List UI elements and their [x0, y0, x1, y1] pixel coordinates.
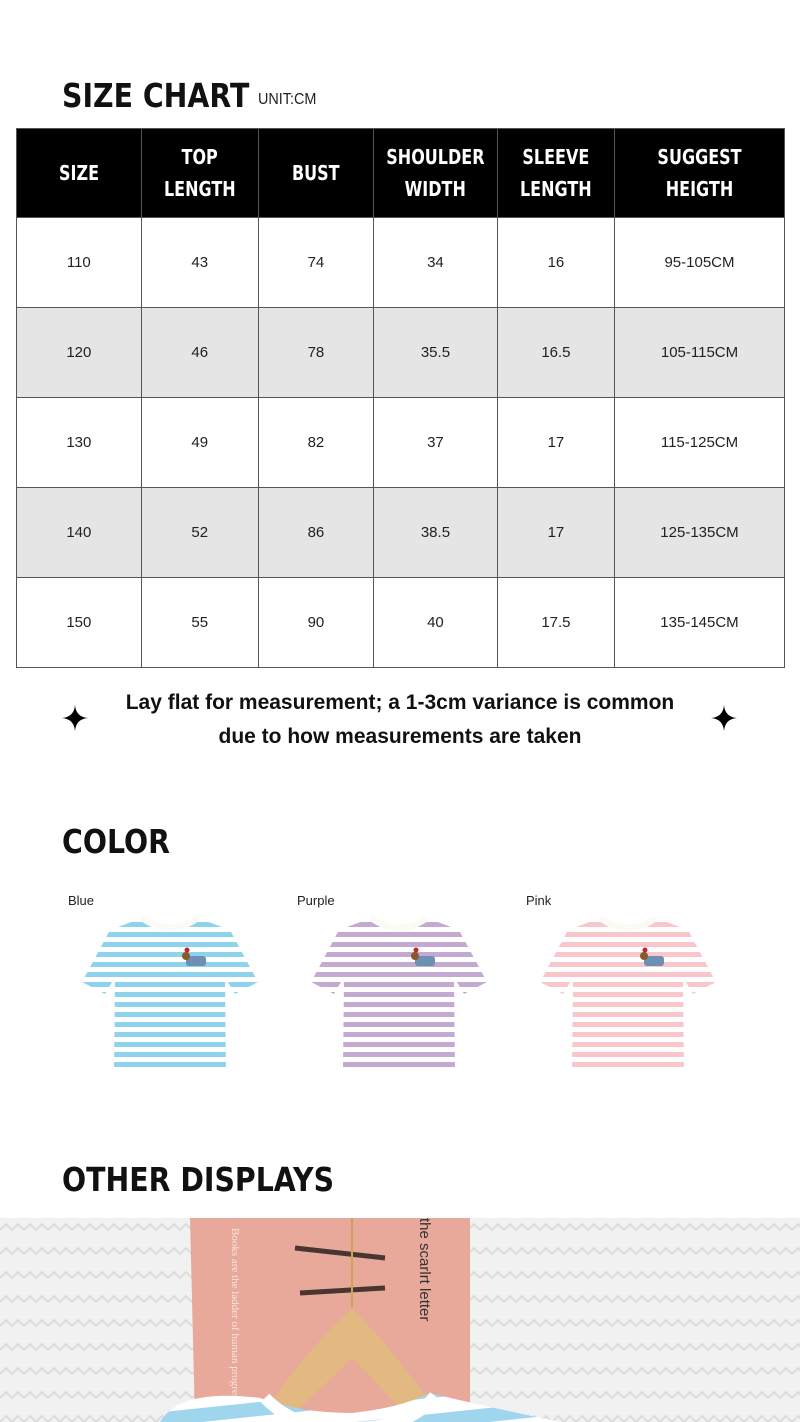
column-header: SUGGEST HEIGTH: [613, 128, 786, 218]
table-cell: 140: [16, 487, 142, 578]
size-table: SIZE TOP LENGTH BUST SHOULDER WIDTH SLEEVE LENG…: [16, 128, 786, 668]
size-chart-title: SIZE CHART: [62, 76, 250, 115]
color-label: Blue: [68, 893, 95, 908]
table-cell: 120: [16, 307, 142, 398]
table-cell: 16.5: [496, 307, 615, 398]
table-cell: 82: [257, 397, 375, 488]
header-text: LENGTH: [163, 177, 236, 201]
header-text: SHOULDER: [386, 145, 485, 169]
display-photo: Books are the ladder of human progress t…: [0, 1218, 800, 1422]
table-cell: 17.5: [496, 577, 615, 668]
header-text: SUGGEST HEIGTH: [657, 145, 742, 201]
table-cell: 17: [496, 397, 615, 488]
table-row: 140 52 86 38.5 17 125-135CM: [16, 487, 786, 578]
table-cell: 52: [140, 487, 259, 578]
color-swatch-shirt-purple[interactable]: [309, 912, 489, 1077]
table-cell: 43: [140, 217, 259, 308]
column-header: TOP LENGTH: [140, 128, 259, 218]
table-cell: 86: [257, 487, 375, 578]
table-cell: 17: [496, 487, 615, 578]
table-cell: 49: [140, 397, 259, 488]
table-cell: 105-115CM: [613, 307, 786, 398]
header-text: LENGTH: [520, 177, 592, 201]
other-displays-title: OTHER DISPLAYS: [62, 1160, 335, 1199]
header-text: BUST: [292, 161, 340, 185]
table-cell: 78: [257, 307, 375, 398]
column-header: BUST: [257, 128, 375, 218]
table-cell: 95-105CM: [613, 217, 786, 308]
note-line: Lay flat for measurement; a 1-3cm varian…: [125, 691, 675, 714]
table-cell: 115-125CM: [613, 397, 786, 488]
book-text: the scarlrt letter: [416, 1218, 433, 1321]
column-header: SHOULDER WIDTH: [373, 128, 498, 218]
header-text: WIDTH: [404, 177, 467, 201]
table-cell: 37: [373, 397, 498, 488]
book-text: Books are the ladder of human progress: [229, 1228, 241, 1403]
table-cell: 16: [496, 217, 615, 308]
table-cell: 55: [140, 577, 259, 668]
table-cell: 35.5: [373, 307, 498, 398]
table-cell: 40: [373, 577, 498, 668]
table-row: 110 43 74 34 16 95-105CM: [16, 217, 786, 308]
table-cell: 34: [373, 217, 498, 308]
table-row: 150 55 90 40 17.5 135-145CM: [16, 577, 786, 668]
sparkle-star-icon: [711, 705, 737, 731]
sparkle-star-icon: [62, 705, 88, 731]
color-swatch-shirt-pink[interactable]: [538, 912, 718, 1077]
column-header: SIZE: [16, 128, 142, 218]
table-cell: 90: [257, 577, 375, 668]
header-text: SLEEVE: [522, 145, 590, 169]
header-text: TOP: [181, 145, 218, 169]
table-cell: 125-135CM: [613, 487, 786, 578]
table-cell: 74: [257, 217, 375, 308]
column-header: SLEEVE LENGTH: [496, 128, 615, 218]
table-cell: 46: [140, 307, 259, 398]
measurement-note: Lay flat for measurement; a 1-3cm varian…: [100, 686, 700, 754]
table-cell: 130: [16, 397, 142, 488]
table-row: 130 49 82 37 17 115-125CM: [16, 397, 786, 488]
table-row: 120 46 78 35.5 16.5 105-115CM: [16, 307, 786, 398]
table-cell: 150: [16, 577, 142, 668]
table-cell: 110: [16, 217, 142, 308]
color-title: COLOR: [62, 822, 171, 861]
note-line: due to how measurements are taken: [218, 725, 582, 748]
table-cell: 38.5: [373, 487, 498, 578]
color-label: Purple: [297, 893, 335, 908]
color-swatch-shirt-blue[interactable]: [80, 912, 260, 1077]
table-cell: 135-145CM: [613, 577, 786, 668]
color-label: Pink: [526, 893, 552, 908]
unit-label: UNIT:CM: [258, 91, 317, 108]
header-text: SIZE: [58, 161, 99, 185]
